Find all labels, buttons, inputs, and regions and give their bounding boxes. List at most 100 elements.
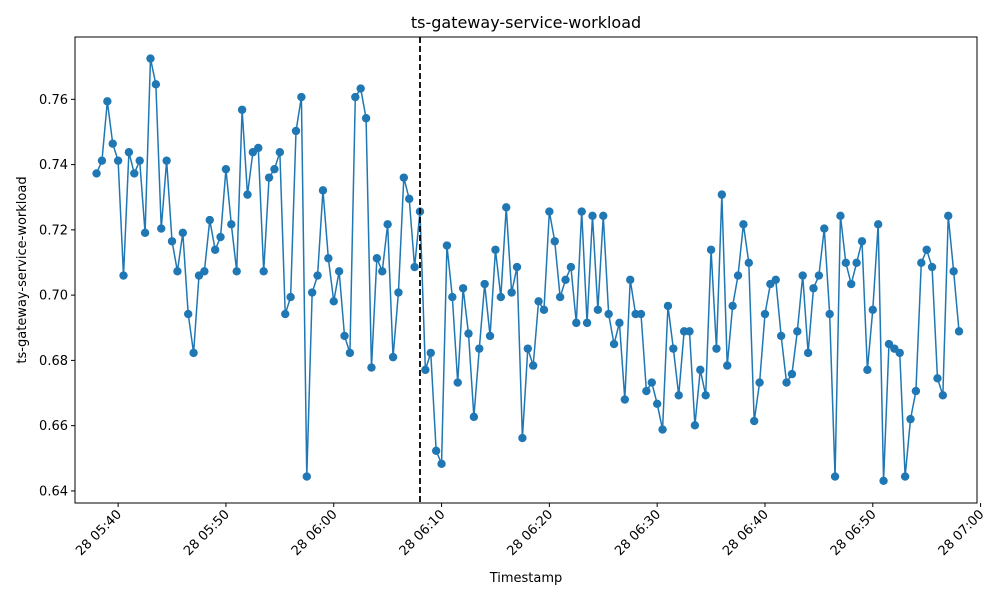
data-point <box>588 211 597 221</box>
data-point <box>599 211 608 221</box>
data-point <box>119 271 128 280</box>
data-point <box>92 169 101 178</box>
data-point <box>480 279 489 289</box>
data-point <box>167 237 177 246</box>
x-tick-label: 28 06:40 <box>720 507 772 559</box>
data-point <box>151 80 161 89</box>
data-point <box>555 292 565 302</box>
data-point <box>787 369 797 379</box>
data-point <box>545 207 554 216</box>
data-point <box>318 186 328 195</box>
data-point <box>302 472 311 481</box>
data-point <box>431 446 441 455</box>
data-point <box>696 365 705 375</box>
data-point <box>949 267 958 276</box>
data-point <box>642 386 651 396</box>
plot-background <box>75 37 977 503</box>
series-layer <box>92 54 964 486</box>
data-point <box>782 378 791 387</box>
data-point <box>663 301 673 311</box>
data-point <box>744 258 753 268</box>
data-point <box>173 267 182 276</box>
data-point <box>609 339 619 349</box>
data-point <box>933 374 942 383</box>
data-point <box>561 275 570 284</box>
data-point <box>922 245 931 254</box>
data-point <box>728 301 737 311</box>
data-point <box>847 279 856 289</box>
y-tick-label: 0.74 <box>39 158 68 173</box>
data-point <box>755 378 764 387</box>
data-point <box>334 267 344 276</box>
x-tick-label: 28 06:30 <box>612 507 664 559</box>
data-point <box>685 327 694 336</box>
data-point <box>895 348 904 358</box>
data-point <box>216 232 225 242</box>
data-point <box>836 211 845 221</box>
data-point <box>793 327 802 336</box>
data-point <box>803 348 813 358</box>
y-tick-label: 0.64 <box>39 484 68 499</box>
data-point <box>566 262 576 272</box>
data-point <box>944 211 953 221</box>
y-axis: 0.64 0.66 0.68 0.70 0.72 0.74 0.76 <box>39 93 75 499</box>
data-point <box>550 237 559 246</box>
data-point <box>108 139 117 148</box>
data-point <box>405 194 414 204</box>
data-point <box>927 262 937 272</box>
data-point <box>356 84 365 93</box>
data-point <box>135 156 144 165</box>
data-point <box>539 305 549 315</box>
y-tick-label: 0.68 <box>39 354 68 369</box>
data-point <box>760 309 770 319</box>
data-point <box>636 309 646 319</box>
data-point <box>652 399 662 408</box>
data-point <box>313 271 322 280</box>
data-point <box>324 254 333 263</box>
data-point <box>615 318 624 328</box>
data-point <box>227 220 236 229</box>
data-point <box>399 173 409 182</box>
data-point <box>491 245 500 254</box>
data-point <box>367 363 376 372</box>
x-axis-label: Timestamp <box>489 571 563 586</box>
plot-area <box>75 37 977 503</box>
data-point <box>205 215 214 225</box>
y-tick-label: 0.70 <box>39 289 68 304</box>
data-point <box>669 344 678 353</box>
data-point <box>124 147 134 157</box>
data-point <box>512 262 522 272</box>
data-point <box>820 224 829 233</box>
data-point <box>130 169 139 178</box>
data-point <box>291 126 301 136</box>
data-point <box>733 271 743 280</box>
data-point <box>351 92 360 102</box>
data-point <box>841 258 851 268</box>
plot-frame <box>74 36 978 504</box>
x-tick-label: 28 06:50 <box>828 507 880 559</box>
data-point <box>712 344 721 353</box>
data-point <box>388 352 398 362</box>
data-point <box>507 288 516 297</box>
data-point <box>911 386 921 396</box>
x-tick-label: 28 05:50 <box>181 507 233 559</box>
data-point <box>577 207 586 216</box>
data-point <box>873 220 883 229</box>
data-point <box>938 391 948 400</box>
data-point <box>776 331 786 341</box>
data-point <box>523 344 532 353</box>
data-point <box>717 190 727 199</box>
data-point <box>394 288 403 297</box>
data-point <box>297 92 306 102</box>
data-point <box>830 472 840 481</box>
data-point <box>647 378 656 387</box>
data-point <box>528 361 538 370</box>
x-tick-label: 28 07:00 <box>936 507 988 559</box>
data-point <box>200 267 209 276</box>
data-point <box>437 459 446 469</box>
data-point <box>658 425 667 434</box>
data-point <box>485 331 495 341</box>
data-point <box>361 114 371 123</box>
data-point <box>178 228 188 237</box>
